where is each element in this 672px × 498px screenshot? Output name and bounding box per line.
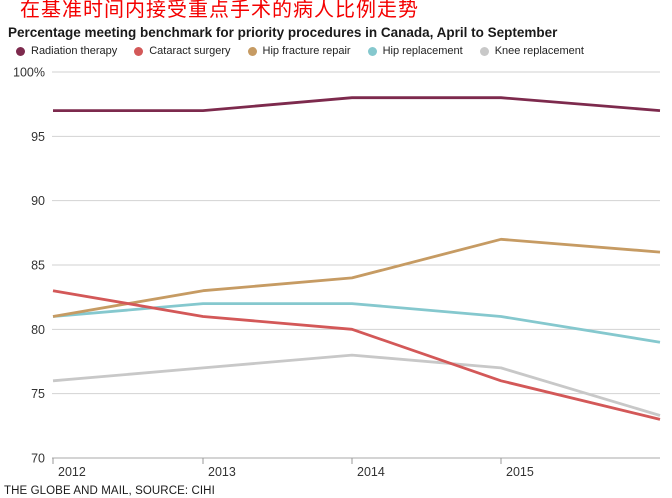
y-axis-labels: 100% 95 90 85 80 75 70 xyxy=(13,66,45,466)
legend-item-hip-fracture-repair: Hip fracture repair xyxy=(247,45,351,57)
x-axis-tick-label: 2015 xyxy=(506,465,534,479)
legend-label: Knee replacement xyxy=(494,45,584,57)
legend-label: Cataract surgery xyxy=(149,45,231,57)
legend-dot-icon xyxy=(247,46,257,56)
legend-label: Hip replacement xyxy=(382,45,463,57)
series-lines xyxy=(52,96,661,421)
y-axis-tick-label: 95 xyxy=(31,130,45,144)
legend-dot-icon xyxy=(367,46,377,56)
legend-item-hip-replacement: Hip replacement xyxy=(367,45,463,57)
chart-title: Percentage meeting benchmark for priorit… xyxy=(8,25,558,40)
x-axis-tick-label: 2014 xyxy=(357,465,385,479)
x-axis-ticks xyxy=(52,458,502,464)
chart-legend: Radiation therapy Cataract surgery Hip f… xyxy=(16,45,584,57)
legend-label: Radiation therapy xyxy=(31,45,118,57)
legend-dot-icon xyxy=(479,46,489,56)
y-axis-tick-label: 80 xyxy=(31,323,45,337)
line-cataract-surgery xyxy=(52,289,661,421)
y-axis-tick-label: 90 xyxy=(31,194,45,208)
legend-dot-icon xyxy=(16,46,25,56)
line-hip-fracture-repair xyxy=(52,237,661,318)
legend-item-radiation-therapy: Radiation therapy xyxy=(16,45,117,57)
legend-item-cataract-surgery: Cataract surgery xyxy=(134,45,231,57)
y-axis-tick-label: 100% xyxy=(13,66,45,80)
legend-dot-icon xyxy=(134,46,144,56)
y-axis-tick-label: 70 xyxy=(31,452,45,466)
line-knee-replacement xyxy=(52,353,661,417)
gridlines xyxy=(52,71,660,459)
line-hip-replacement xyxy=(52,302,661,344)
legend-item-knee-replacement: Knee replacement xyxy=(479,45,584,57)
x-axis-labels: 2012 2013 2014 2015 xyxy=(58,465,534,479)
y-axis-tick-label: 75 xyxy=(31,387,45,401)
line-radiation-therapy xyxy=(53,96,661,112)
source-attribution: THE GLOBE AND MAIL, SOURCE: CIHI xyxy=(4,485,215,497)
legend-label: Hip fracture repair xyxy=(262,45,351,57)
page-title-chinese: 在基准时间内接受重点手术的病人比例走势 xyxy=(20,0,419,21)
x-axis-tick-label: 2012 xyxy=(58,465,86,479)
y-axis-tick-label: 85 xyxy=(31,259,45,273)
x-axis-tick-label: 2013 xyxy=(208,465,236,479)
